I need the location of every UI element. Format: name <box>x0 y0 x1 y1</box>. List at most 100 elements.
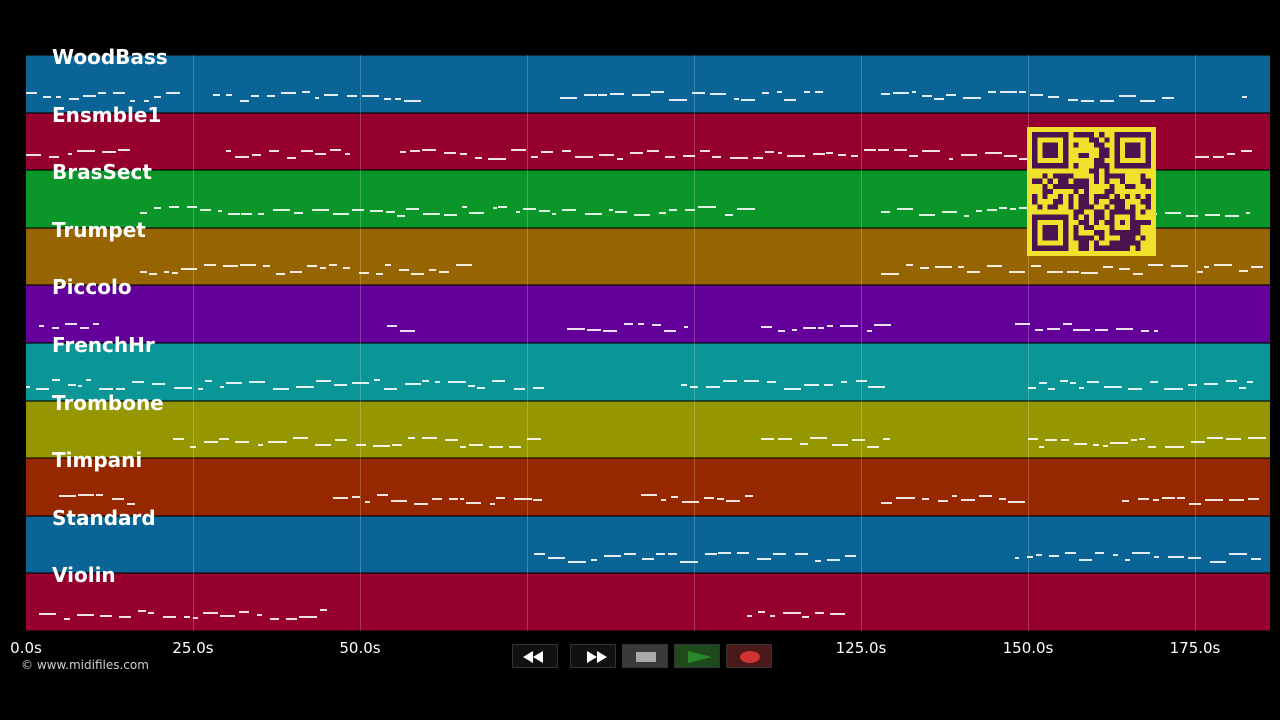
note <box>448 498 458 501</box>
note <box>235 155 250 158</box>
track-name: BrasSect <box>52 160 152 185</box>
note <box>1086 381 1099 383</box>
note <box>241 213 252 216</box>
note <box>802 616 810 619</box>
note <box>489 445 503 448</box>
note <box>668 99 688 101</box>
note <box>406 208 420 211</box>
note <box>219 615 236 618</box>
note <box>217 210 223 213</box>
record-button[interactable] <box>726 644 772 668</box>
note <box>1073 329 1090 332</box>
note <box>703 497 714 500</box>
track-row[interactable] <box>26 285 1270 343</box>
note <box>1246 212 1251 215</box>
note <box>814 559 821 562</box>
note <box>921 95 932 97</box>
note <box>346 95 357 97</box>
stop-button[interactable] <box>622 644 668 668</box>
note <box>138 610 147 613</box>
note <box>465 502 482 505</box>
track-row[interactable] <box>26 400 1270 459</box>
note <box>667 552 677 555</box>
note <box>1095 551 1105 554</box>
note <box>1026 555 1034 558</box>
note <box>786 154 805 157</box>
track-row[interactable] <box>26 573 1270 631</box>
note <box>286 618 298 621</box>
qr-code-icon <box>1027 127 1156 256</box>
note <box>1190 440 1206 443</box>
note <box>700 149 710 152</box>
note <box>631 94 650 96</box>
note <box>126 503 135 506</box>
note <box>976 210 982 213</box>
note <box>377 494 388 497</box>
note <box>538 210 550 213</box>
note <box>76 149 96 152</box>
note <box>333 213 349 216</box>
track-row[interactable] <box>26 343 1270 401</box>
note <box>1102 265 1114 268</box>
note <box>299 616 318 619</box>
note <box>634 214 650 217</box>
track-row[interactable] <box>26 458 1270 516</box>
note <box>1213 155 1224 158</box>
note <box>1000 91 1018 93</box>
note <box>1008 270 1026 273</box>
track-row[interactable] <box>26 55 1270 113</box>
note <box>456 263 473 266</box>
note <box>1195 155 1209 158</box>
note <box>1028 437 1038 440</box>
note <box>514 498 532 501</box>
note <box>492 207 497 210</box>
note <box>747 615 753 618</box>
note <box>722 380 737 382</box>
note <box>26 386 31 388</box>
transport-controls <box>510 642 772 670</box>
play-button[interactable] <box>674 644 720 668</box>
rewind-button[interactable] <box>512 644 558 668</box>
note <box>172 271 179 274</box>
note <box>386 325 398 328</box>
note <box>841 381 848 383</box>
note <box>26 92 38 94</box>
note <box>840 325 859 328</box>
note <box>803 91 810 93</box>
note <box>444 438 458 441</box>
note <box>414 503 428 506</box>
note <box>964 215 969 218</box>
note <box>920 266 930 269</box>
note <box>1204 265 1209 268</box>
note <box>1070 382 1077 384</box>
note <box>267 95 275 97</box>
note <box>78 494 94 497</box>
note <box>851 154 859 157</box>
track-name: Standard <box>52 505 156 530</box>
note <box>365 501 371 504</box>
track-row[interactable] <box>26 515 1270 574</box>
note <box>186 206 197 209</box>
fast-forward-button[interactable] <box>570 644 616 668</box>
note <box>1014 323 1031 326</box>
note <box>1066 270 1079 273</box>
note <box>730 156 748 159</box>
grid-line <box>1195 55 1196 631</box>
note <box>718 551 731 554</box>
note <box>1148 445 1157 448</box>
note <box>1061 438 1069 441</box>
note <box>922 149 941 152</box>
note <box>461 206 467 209</box>
note <box>706 386 720 388</box>
note <box>438 270 449 273</box>
note <box>130 100 135 102</box>
note <box>496 497 506 500</box>
note <box>711 155 722 158</box>
note <box>329 148 342 151</box>
note <box>334 384 347 386</box>
note <box>476 387 485 389</box>
note <box>656 552 666 555</box>
note <box>315 152 327 155</box>
note <box>692 92 705 94</box>
note <box>640 494 658 497</box>
